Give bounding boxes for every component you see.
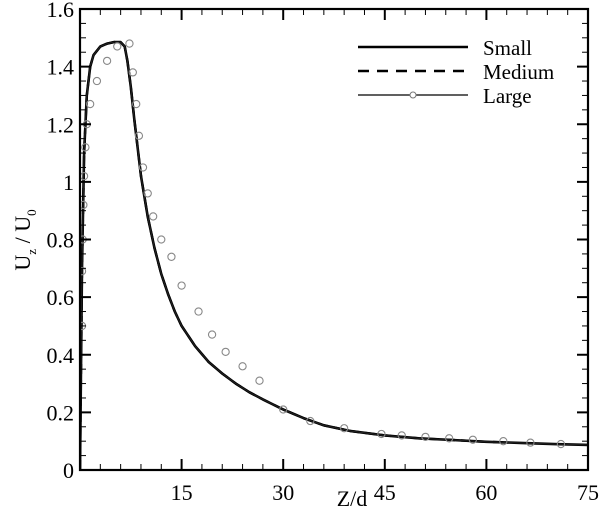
legend-marker-large	[409, 91, 417, 99]
legend-label-large: Large	[483, 84, 532, 108]
legend-label-small: Small	[483, 36, 532, 60]
x-tick-label: 60	[475, 480, 497, 505]
series-large-marker	[279, 405, 288, 414]
series-large-marker	[468, 435, 478, 444]
series-large-marker	[221, 347, 230, 357]
series-large-line	[80, 41, 588, 470]
series-large-marker	[157, 235, 166, 244]
plot-series	[80, 39, 588, 470]
series-large-marker	[102, 56, 112, 66]
x-tick-label: 75	[577, 480, 599, 505]
series-large-marker	[167, 252, 176, 261]
series-medium-line	[80, 40, 504, 470]
series-large-marker	[80, 267, 87, 276]
series-large-marker	[86, 99, 95, 109]
series-large-marker	[207, 330, 217, 339]
y-tick-label: 0.6	[47, 285, 75, 310]
x-tick-label: 30	[272, 480, 294, 505]
series-large-marker	[81, 143, 90, 152]
series-large-marker	[444, 434, 454, 443]
y-tick-label: 1.4	[47, 55, 75, 80]
series-large-marker	[113, 42, 122, 51]
series-large-marker	[134, 131, 144, 140]
series-large-marker	[125, 39, 134, 48]
series-large-marker	[80, 200, 88, 210]
y-tick-label: 0.8	[47, 228, 75, 253]
y-tick-label: 0	[63, 458, 74, 483]
series-large-marker	[143, 189, 152, 198]
series-large-marker	[499, 437, 508, 446]
legend-label-medium: Medium	[483, 60, 554, 84]
series-large-marker	[128, 68, 137, 77]
y-axis-label-text: Uz / U0	[10, 209, 39, 270]
series-large-marker	[177, 281, 186, 290]
y-tick-label: 1.2	[47, 112, 75, 137]
axes: 15 30 45 60 75 0 0.2 0.4 0.6 0.8 1 1.2 1.4 1.6	[47, 0, 600, 505]
x-axis-label: Z/d	[337, 486, 368, 511]
x-tick-label: 45	[374, 480, 396, 505]
y-tick-label: 1.6	[47, 0, 75, 22]
series-large-marker	[377, 429, 386, 439]
series-large-marker	[526, 438, 535, 447]
y-tick-label: 0.4	[47, 343, 75, 368]
series-large-marker	[340, 424, 349, 433]
series-large-marker	[194, 307, 203, 316]
series-large-marker	[238, 362, 247, 371]
legend: Small Medium Large	[358, 36, 554, 108]
y-tick-label: 0.2	[47, 400, 75, 425]
series-large-marker	[306, 416, 315, 426]
y-axis-label: Uz / U0	[10, 209, 39, 270]
series-large-marker	[138, 163, 148, 172]
series-large-marker	[421, 432, 430, 442]
series-large-marker	[255, 376, 264, 385]
series-large-marker	[132, 99, 141, 109]
y-tick-label: 1	[63, 170, 74, 195]
x-tick-label: 15	[171, 480, 193, 505]
series-large-marker	[149, 212, 158, 221]
series-large-marker	[556, 439, 566, 449]
series-large-marker	[92, 76, 102, 86]
series-large-marker	[397, 431, 406, 440]
plot-frame	[78, 7, 590, 472]
